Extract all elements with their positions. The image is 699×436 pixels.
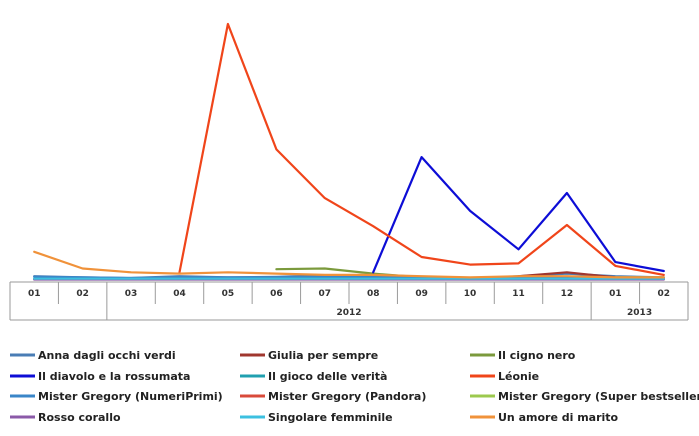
- series-line: [517, 271, 617, 279]
- legend-label: Il gioco delle verità: [268, 370, 387, 383]
- legend-label: Anna dagli occhi verdi: [38, 349, 176, 362]
- legend-label: Rosso corallo: [38, 411, 121, 424]
- legend-item: Léonie: [470, 370, 539, 383]
- legend-item: Giulia per sempre: [240, 349, 378, 362]
- legend-item: Mister Gregory (NumeriPrimi): [10, 390, 223, 403]
- legend-label: Mister Gregory (Super bestseller): [498, 390, 699, 403]
- series-line: [33, 250, 665, 279]
- legend-item: Il gioco delle verità: [240, 370, 387, 383]
- legend-label: Mister Gregory (Pandora): [268, 390, 426, 403]
- series-line: [372, 156, 665, 274]
- x-tick-label: 06: [270, 289, 283, 299]
- legend-label: Giulia per sempre: [268, 349, 378, 362]
- legend-item: Mister Gregory (Super bestseller): [470, 390, 699, 403]
- plot-area: [33, 22, 665, 281]
- series-path: [33, 250, 665, 279]
- legend: Anna dagli occhi verdi Giulia per sempre I…: [10, 349, 699, 424]
- legend-item: Mister Gregory (Pandora): [240, 390, 426, 403]
- x-tick-label: 04: [173, 289, 186, 299]
- x-tick-label: 05: [222, 289, 235, 299]
- year-group-label: 2013: [627, 308, 652, 318]
- x-tick-label: 09: [415, 289, 428, 299]
- x-tick-label: 10: [464, 289, 477, 299]
- legend-item: Singolare femminile: [240, 411, 393, 424]
- series-line: [178, 22, 665, 276]
- legend-label: Il cigno nero: [498, 349, 576, 362]
- x-tick-label: 12: [561, 289, 574, 299]
- x-tick-label: 03: [125, 289, 138, 299]
- x-tick-label: 11: [512, 289, 525, 299]
- series-path: [517, 271, 617, 279]
- x-tick-label: 01: [28, 289, 41, 299]
- series-path: [178, 22, 665, 276]
- x-tick-label: 08: [367, 289, 380, 299]
- x-tick-label: 07: [319, 289, 332, 299]
- legend-label: Léonie: [498, 370, 539, 383]
- x-axis: 01 02 03 04 05 06 07 08 09 10 11 12 01 02 2012 2013: [9, 281, 689, 321]
- legend-label: Il diavolo e la rossumata: [38, 370, 190, 383]
- series-path: [372, 156, 665, 274]
- legend-label: Un amore di marito: [498, 411, 619, 424]
- legend-item: Un amore di marito: [470, 411, 619, 424]
- legend-item: Anna dagli occhi verdi: [10, 349, 176, 362]
- legend-label: Mister Gregory (NumeriPrimi): [38, 390, 223, 403]
- legend-item: Rosso corallo: [10, 411, 121, 424]
- x-tick-label: 02: [658, 289, 671, 299]
- legend-item: Il cigno nero: [470, 349, 576, 362]
- x-tick-label: 02: [76, 289, 89, 299]
- year-group-label: 2012: [336, 308, 361, 318]
- legend-item: Il diavolo e la rossumata: [10, 370, 190, 383]
- legend-label: Singolare femminile: [268, 411, 393, 424]
- x-tick-label: 01: [609, 289, 622, 299]
